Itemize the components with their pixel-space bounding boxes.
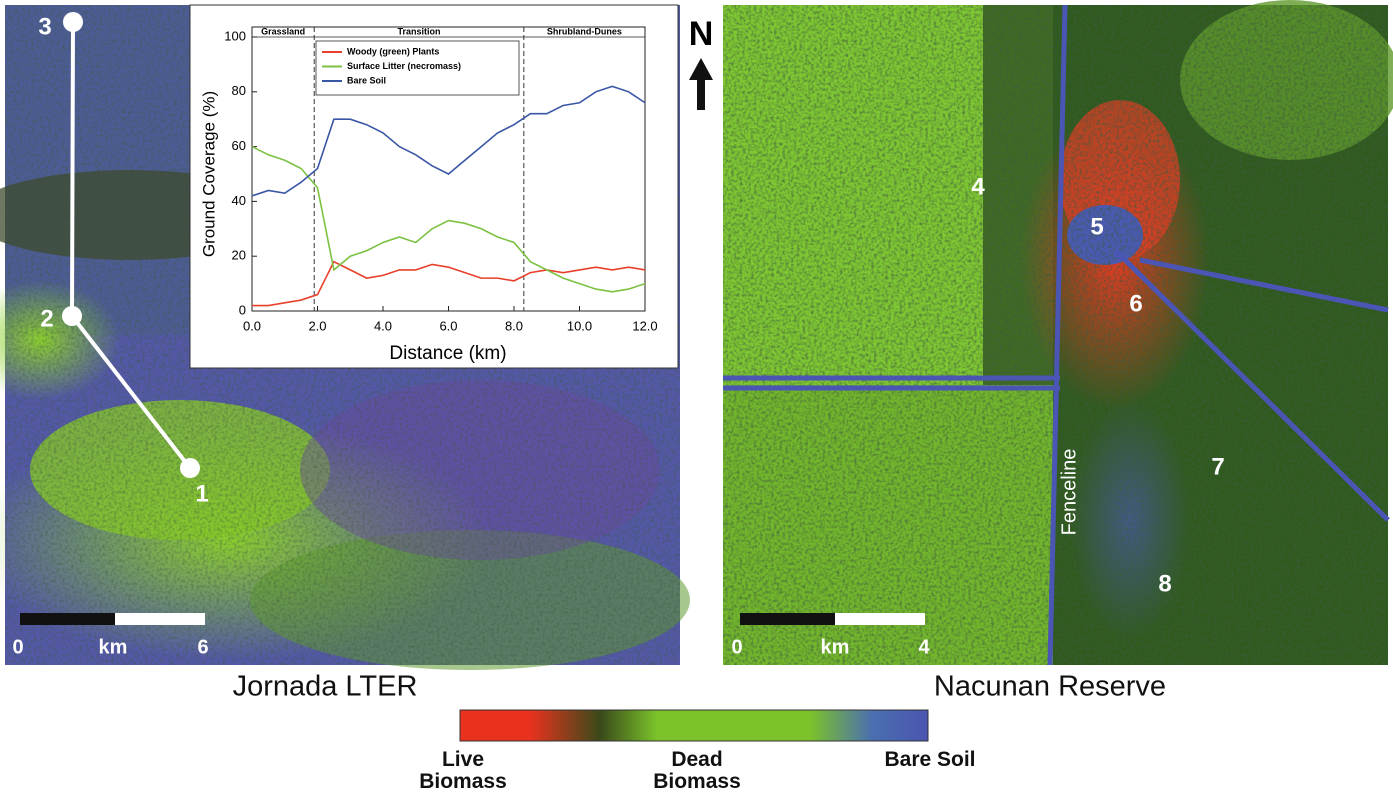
- legend-box: [315, 40, 520, 96]
- point-label: 8: [1158, 570, 1171, 597]
- legend-label: Surface Litter (necromass): [347, 61, 461, 71]
- zone-label: Grassland: [261, 26, 305, 36]
- y-tick-label: 20: [232, 248, 246, 263]
- x-tick-label: 12.0: [632, 318, 657, 333]
- inset-chart: 0 20 40 60 80 100 0.0 2.0 4.0 6.0 8.0 10.0 12.0 Grass…: [224, 26, 657, 333]
- series-line: [251, 145, 646, 293]
- x-tick-label: 6.0: [439, 318, 457, 333]
- x-tick-label: 8.0: [505, 318, 523, 333]
- scale-label: km: [99, 636, 128, 658]
- zone-label: Shrubland-Dunes: [547, 26, 622, 36]
- colorbar: [459, 709, 929, 742]
- colorbar-label: Live Biomass: [419, 748, 507, 793]
- x-tick-label: 2.0: [308, 318, 326, 333]
- north-label: N: [689, 15, 714, 53]
- point-label: 1: [195, 480, 208, 507]
- scale-label: 0: [12, 636, 23, 658]
- x-tick-label: 10.0: [567, 318, 592, 333]
- series-line: [251, 85, 646, 197]
- point-label: 4: [971, 173, 985, 200]
- scale-label: 6: [197, 636, 208, 658]
- scale-label: 0: [731, 636, 742, 658]
- y-axis-label: Ground Coverage (%): [199, 91, 218, 257]
- scale-label: km: [821, 636, 850, 658]
- fence-label: Fenceline: [1058, 449, 1080, 536]
- series-line: [252, 260, 646, 307]
- colorbar-label: Bare Soil: [884, 748, 976, 771]
- point-label: 6: [1129, 290, 1142, 317]
- y-tick-label: 40: [232, 193, 246, 208]
- point-label: 3: [38, 13, 51, 40]
- legend-label: Bare Soil: [347, 75, 386, 85]
- point-label: 2: [40, 305, 53, 332]
- right-map: [723, 0, 1393, 666]
- scale-label: 4: [918, 636, 930, 658]
- north-arrow: [689, 58, 713, 110]
- point-label: 7: [1211, 453, 1224, 480]
- x-axis-label: Distance (km): [389, 343, 506, 364]
- x-tick-label: 4.0: [374, 318, 392, 333]
- y-tick-label: 100: [224, 28, 246, 43]
- y-tick-label: 0: [239, 302, 246, 317]
- legend-label: Woody (green) Plants: [347, 46, 439, 56]
- x-tick-label: 0.0: [243, 318, 261, 333]
- point-label: 5: [1090, 213, 1103, 240]
- zone-label: Transition: [398, 26, 441, 36]
- y-tick-label: 80: [232, 83, 246, 98]
- colorbar-label: Dead Biomass: [653, 748, 741, 793]
- map-title: Jornada LTER: [233, 671, 418, 703]
- y-tick-label: 60: [232, 138, 246, 153]
- map-title: Nacunan Reserve: [934, 671, 1166, 703]
